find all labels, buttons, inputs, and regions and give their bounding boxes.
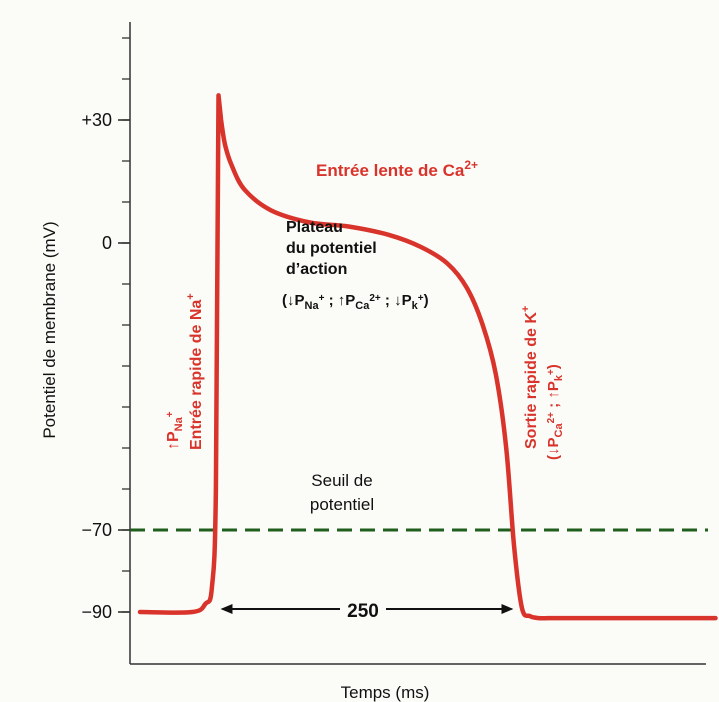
duration-label-bg	[340, 597, 386, 621]
na-perm-sup: +	[165, 411, 176, 417]
k-perm-p-2: P	[545, 381, 562, 391]
k-out-sup: +	[520, 306, 532, 312]
y-axis-major-ticks: +30 0 −70 −90	[81, 110, 130, 622]
k-perm-sep: ;	[545, 399, 562, 412]
ions-sup-1: +	[319, 293, 325, 304]
plateau-line-1: Plateau	[286, 219, 343, 236]
plateau-line-2: du potentiel	[286, 240, 377, 257]
k-permeability: (↓PCa2+ ; ↑Pk+)	[545, 364, 565, 460]
ions-arrow-1: ↓	[287, 292, 295, 309]
y-tick-label: −70	[81, 520, 112, 540]
y-tick-label: +30	[81, 110, 112, 130]
k-perm-sup-2: +	[546, 369, 557, 375]
duration-label: 250	[347, 601, 379, 622]
y-axis-label: Potentiel de membrane (mV)	[40, 221, 59, 438]
k-perm-p-1: P	[545, 437, 562, 447]
na-perm-arrow: ↑	[165, 442, 182, 450]
fast-na-sup: +	[185, 293, 197, 299]
ions-p-2: P	[345, 292, 355, 309]
na-perm-p: P	[165, 431, 182, 442]
plateau-ions: (↓PNa+ ; ↑PCa2+ ; ↓Pk+)	[282, 292, 429, 312]
ions-arrow-2: ↑	[338, 292, 346, 309]
threshold-label-line-1: Seuil de	[311, 471, 372, 490]
slow-ca-text: Entrée lente de Ca	[316, 161, 465, 180]
fast-na-text: Entrée rapide de Na	[188, 300, 205, 450]
y-tick-label: −90	[81, 602, 112, 622]
na-permeability: ↑PNa+	[165, 411, 185, 450]
ions-sep-2: ;	[381, 292, 394, 309]
k-perm-sub-1: Ca	[553, 423, 565, 438]
ions-open: (	[282, 292, 287, 309]
k-perm-open: (	[545, 455, 562, 460]
k-out-text: Sortie rapide de K	[523, 312, 540, 449]
plateau-line-3: d’action	[286, 261, 347, 278]
ions-sup-2: 2+	[369, 293, 381, 304]
k-perm-arrow-1: ↓	[545, 448, 562, 456]
k-perm-sup-1: 2+	[546, 412, 557, 424]
y-axis-minor-ticks	[122, 37, 130, 613]
ions-sub-2: Ca	[355, 300, 370, 312]
k-perm-sub-2: k	[553, 374, 565, 381]
ions-arrow-3: ↓	[394, 292, 402, 309]
ions-p-1: P	[295, 292, 305, 309]
slow-ca-sup: 2+	[464, 158, 478, 172]
k-perm-arrow-2: ↑	[545, 391, 562, 399]
k-perm-close: )	[545, 364, 562, 369]
na-perm-sub: Na	[173, 416, 185, 431]
k-out-annotation: Sortie rapide de K+	[520, 306, 540, 449]
fast-na-annotation: Entrée rapide de Na+	[185, 293, 205, 450]
x-axis-label: Temps (ms)	[341, 683, 430, 702]
ions-close: )	[424, 292, 429, 309]
ions-sub-3: k	[412, 300, 419, 312]
threshold-label-line-2: potentiel	[310, 495, 374, 514]
ions-sup-3: +	[418, 293, 424, 304]
ions-sep-1: ;	[324, 292, 337, 309]
ions-p-3: P	[402, 292, 412, 309]
action-potential-curve	[137, 93, 718, 621]
ions-sub-1: Na	[305, 300, 320, 312]
y-tick-label: 0	[102, 233, 112, 253]
slow-ca-annotation: Entrée lente de Ca2+	[316, 158, 478, 180]
